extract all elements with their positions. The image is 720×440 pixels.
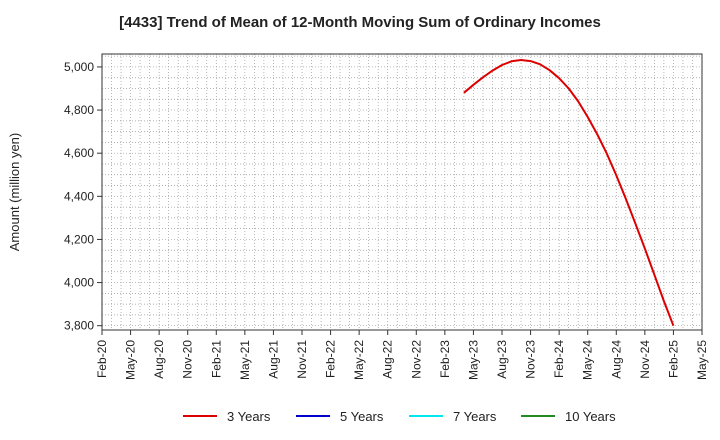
x-tick-label: Feb-25: [666, 340, 680, 378]
y-tick-label: 4,600: [64, 146, 94, 160]
legend-label-3-years: 3 Years: [227, 408, 271, 424]
y-tick-label: 4,800: [64, 103, 94, 117]
series-line-3-years: [463, 59, 675, 327]
x-tick-label: May-22: [352, 340, 366, 380]
y-axis-label: Amount (million yen): [7, 133, 22, 252]
x-tick-label: Nov-21: [295, 340, 309, 379]
plot-area: [102, 54, 702, 330]
x-tick-label: May-23: [466, 340, 480, 380]
legend-item-3-years: 3 Years: [183, 405, 270, 427]
legend: 3 Years 5 Years 7 Years 10 Years: [0, 405, 720, 427]
x-tick-label: Nov-23: [524, 340, 538, 379]
legend-swatch-3-years: [183, 415, 217, 417]
legend-item-10-years: 10 Years: [521, 405, 616, 427]
x-tick-label: Aug-23: [495, 340, 509, 379]
x-tick-label: May-24: [581, 340, 595, 380]
y-tick-label: 4,000: [64, 276, 94, 290]
legend-label-10-years: 10 Years: [565, 408, 616, 424]
legend-label-7-years: 7 Years: [453, 408, 497, 424]
y-tick-label: 5,000: [64, 60, 94, 74]
y-tick-label: 4,200: [64, 232, 94, 246]
x-tick-label: Feb-23: [438, 340, 452, 378]
chart-title: [4433] Trend of Mean of 12-Month Moving …: [119, 14, 601, 31]
x-tick-label: Nov-22: [409, 340, 423, 379]
x-tick-label: May-21: [238, 340, 252, 380]
plot-frame: [101, 53, 703, 331]
x-tick-label: May-20: [124, 340, 138, 380]
x-tick-label: Aug-21: [266, 340, 280, 379]
x-tick-label: Nov-20: [181, 340, 195, 379]
legend-swatch-5-years: [296, 415, 330, 417]
x-tick-label: May-25: [695, 340, 709, 380]
x-tick-label: Feb-24: [552, 340, 566, 378]
y-tick-label: 3,800: [64, 319, 94, 333]
x-tick-label: Aug-20: [152, 340, 166, 379]
legend-swatch-7-years: [409, 415, 443, 417]
legend-swatch-10-years: [521, 415, 555, 417]
x-tick-label: Feb-20: [95, 340, 109, 378]
x-tick-label: Feb-22: [324, 340, 338, 378]
x-tick-label: Aug-22: [381, 340, 395, 379]
x-tick-label: Aug-24: [609, 340, 623, 379]
x-tick-label: Feb-21: [209, 340, 223, 378]
legend-item-7-years: 7 Years: [409, 405, 496, 427]
y-tick-label: 4,400: [64, 189, 94, 203]
legend-label-5-years: 5 Years: [340, 408, 384, 424]
legend-item-5-years: 5 Years: [296, 405, 383, 427]
x-tick-label: Nov-24: [638, 340, 652, 379]
